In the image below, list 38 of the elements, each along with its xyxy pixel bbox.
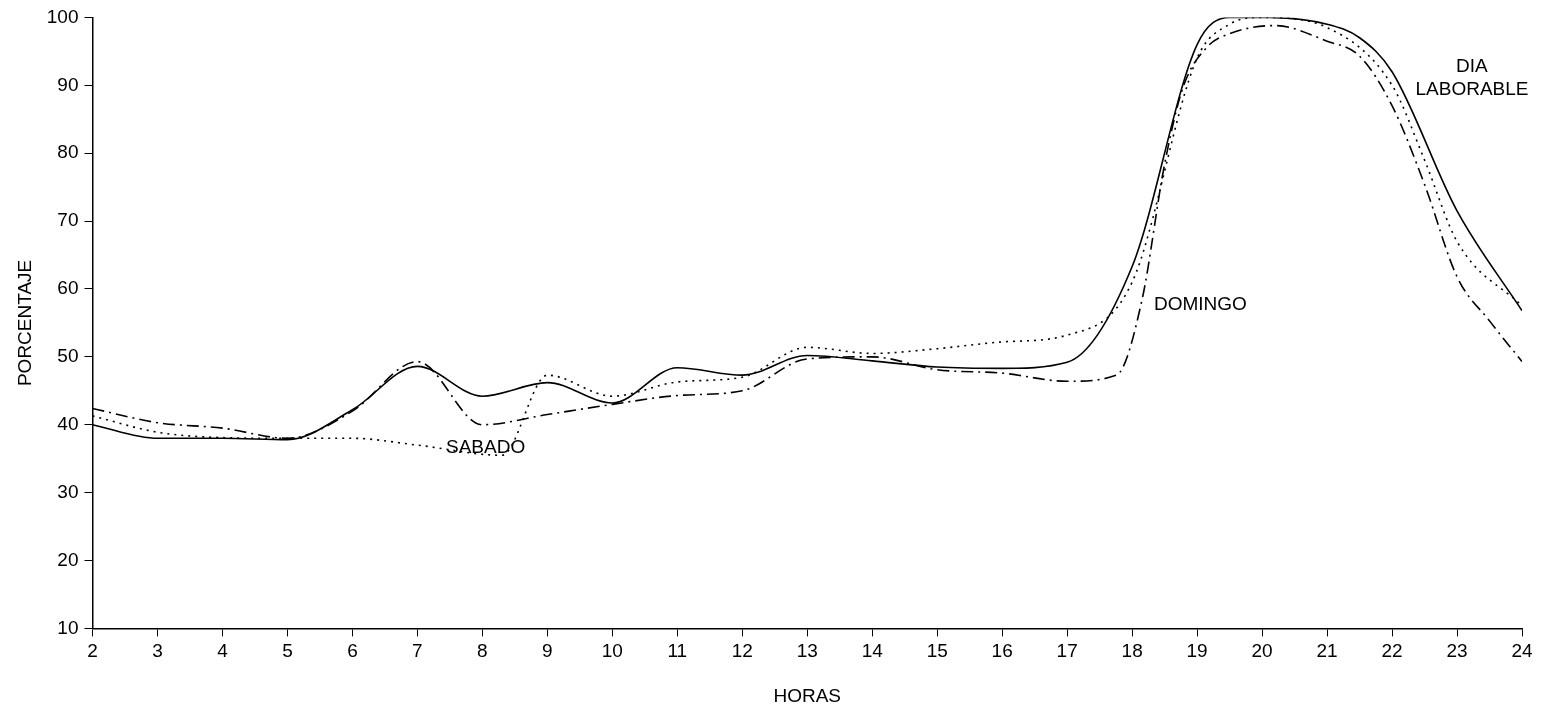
x-tick-label: 8 — [477, 640, 488, 662]
x-tick-label: 2 — [87, 640, 98, 662]
x-tick-label: 5 — [282, 640, 293, 662]
x-tick-label: 21 — [1316, 640, 1338, 662]
x-tick-label: 20 — [1251, 640, 1273, 662]
x-tick-label: 9 — [542, 640, 553, 662]
x-tick-label: 14 — [861, 640, 884, 662]
x-tick-label: 17 — [1056, 640, 1078, 662]
y-tick-label: 40 — [57, 412, 79, 434]
x-tick-label: 23 — [1446, 640, 1468, 662]
x-tick-label: 11 — [667, 640, 688, 662]
series-label: DIA LABORABLE — [1415, 55, 1529, 100]
x-tick-label: 16 — [991, 640, 1013, 662]
x-tick-label: 22 — [1381, 640, 1403, 662]
x-tick-label: 13 — [796, 640, 818, 662]
y-tick-label: 10 — [57, 616, 79, 638]
y-tick-label: 30 — [57, 480, 79, 502]
x-tick-label: 24 — [1511, 640, 1533, 662]
x-tick-label: 19 — [1186, 640, 1208, 662]
x-tick-label: 4 — [217, 640, 229, 662]
series-label: DOMINGO — [1153, 292, 1247, 314]
y-tick-label: 70 — [57, 209, 79, 231]
x-axis-title: HORAS — [773, 684, 842, 706]
series-label: SABADO — [446, 436, 526, 458]
y-tick-label: 20 — [57, 548, 79, 570]
y-tick-label: 100 — [46, 5, 79, 27]
x-tick-label: 7 — [412, 640, 423, 662]
x-tick-label: 10 — [601, 640, 623, 662]
y-tick-label: 60 — [57, 277, 79, 299]
x-tick-label: 3 — [152, 640, 163, 662]
x-tick-label: 6 — [347, 640, 358, 662]
x-tick-label: 12 — [731, 640, 753, 662]
x-tick-label: 18 — [1121, 640, 1143, 662]
y-tick-label: 80 — [57, 141, 79, 163]
x-tick-label: 15 — [926, 640, 948, 662]
y-tick-label: 50 — [57, 345, 79, 367]
y-axis-title: PORCENTAJE — [13, 259, 35, 387]
y-tick-label: 90 — [57, 73, 79, 95]
